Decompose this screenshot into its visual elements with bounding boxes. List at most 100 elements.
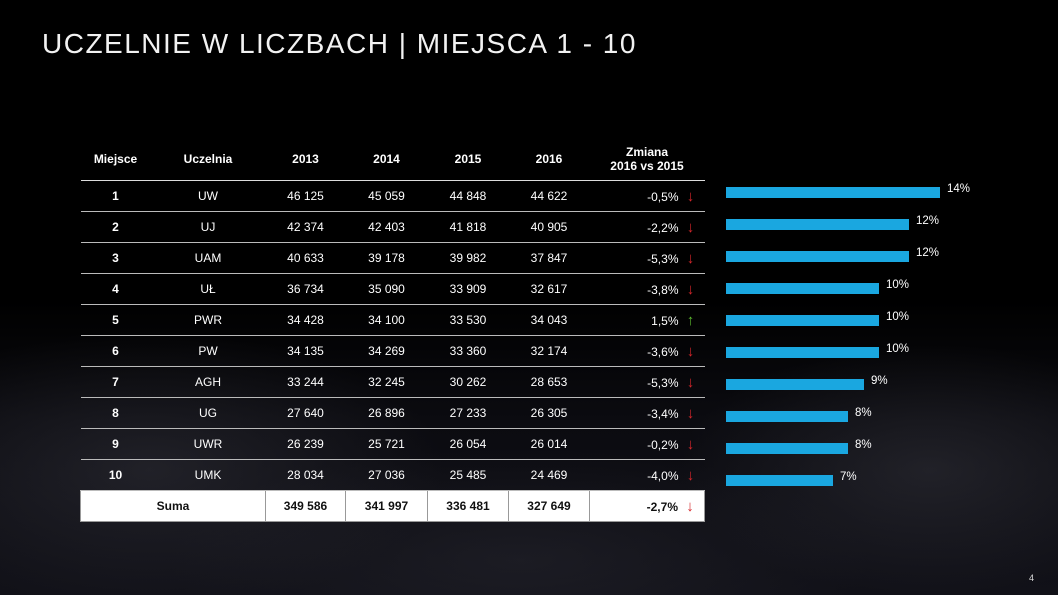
rank-cell: 1 xyxy=(80,180,151,212)
bar-pwr xyxy=(726,315,879,326)
change-value: -4,0% xyxy=(647,468,679,483)
arrow-down-icon: ↓ xyxy=(686,187,695,205)
arrow-down-icon: ↓ xyxy=(686,218,695,236)
rank-cell: 10 xyxy=(80,459,151,491)
value-2016-cell: 26 305 xyxy=(508,397,590,429)
sum-change-cell: -2,7% ↓ xyxy=(589,490,705,522)
bar-row: 10% xyxy=(726,338,1026,370)
value-2015-cell: 44 848 xyxy=(427,180,509,212)
arrow-down-icon: ↓ xyxy=(686,404,695,422)
university-cell: AGH xyxy=(150,366,266,398)
change-cell: -5,3% ↓ xyxy=(589,242,705,274)
value-2013-cell: 26 239 xyxy=(265,428,346,460)
bar-data-label: 9% xyxy=(871,375,888,387)
value-2014-cell: 34 269 xyxy=(345,335,428,367)
sum-2013-cell: 349 586 xyxy=(265,490,346,522)
rank-cell: 2 xyxy=(80,211,151,243)
university-cell: UMK xyxy=(150,459,266,491)
university-cell: PWR xyxy=(150,304,266,336)
bar-uam xyxy=(726,251,909,262)
bar-data-label: 10% xyxy=(886,343,910,355)
bar-uj xyxy=(726,219,909,230)
bar-row: 12% xyxy=(726,242,1026,274)
table-row: 9 UWR 26 239 25 721 26 054 26 014 -0,2% ↓ xyxy=(80,428,705,460)
bar-row: 8% xyxy=(726,402,1026,434)
table-row: 6 PW 34 135 34 269 33 360 32 174 -3,6% ↓ xyxy=(80,335,705,367)
change-cell: -3,6% ↓ xyxy=(589,335,705,367)
arrow-up-icon: ↑ xyxy=(686,311,695,329)
bar-row: 14% xyxy=(726,178,1026,210)
value-2016-cell: 44 622 xyxy=(508,180,590,212)
change-value: -2,2% xyxy=(647,220,679,235)
header-change-line2: 2016 vs 2015 xyxy=(610,159,684,173)
university-cell: UG xyxy=(150,397,266,429)
table-row: 10 UMK 28 034 27 036 25 485 24 469 -4,0% ↓ xyxy=(80,459,705,491)
value-2013-cell: 40 633 xyxy=(265,242,346,274)
header-2013: 2013 xyxy=(265,138,346,181)
value-2016-cell: 26 014 xyxy=(508,428,590,460)
bar-row: 7% xyxy=(726,466,1026,498)
bar-data-label: 10% xyxy=(886,311,910,323)
value-2013-cell: 27 640 xyxy=(265,397,346,429)
rank-cell: 9 xyxy=(80,428,151,460)
value-2016-cell: 28 653 xyxy=(508,366,590,398)
rank-cell: 7 xyxy=(80,366,151,398)
change-value: 1,5% xyxy=(651,313,679,328)
bar-row: 10% xyxy=(726,274,1026,306)
change-value: -0,5% xyxy=(647,189,679,204)
value-2015-cell: 39 982 xyxy=(427,242,509,274)
page-title: UCZELNIE W LICZBACH | MIEJSCA 1 - 10 xyxy=(42,28,637,59)
value-2013-cell: 42 374 xyxy=(265,211,346,243)
value-2015-cell: 33 360 xyxy=(427,335,509,367)
table-row: 1 UW 46 125 45 059 44 848 44 622 -0,5% ↓ xyxy=(80,180,705,212)
arrow-down-icon: ↓ xyxy=(686,373,695,391)
value-2013-cell: 28 034 xyxy=(265,459,346,491)
sum-2014-cell: 341 997 xyxy=(345,490,428,522)
value-2015-cell: 27 233 xyxy=(427,397,509,429)
value-2015-cell: 25 485 xyxy=(427,459,509,491)
bar-uw xyxy=(726,187,940,198)
bar-uwr xyxy=(726,443,848,454)
header-rank: Miejsce xyxy=(80,138,151,181)
bar-ug xyxy=(726,411,848,422)
table-row: 4 UŁ 36 734 35 090 33 909 32 617 -3,8% ↓ xyxy=(80,273,705,305)
change-cell: -0,2% ↓ xyxy=(589,428,705,460)
change-cell: -5,3% ↓ xyxy=(589,366,705,398)
bar-umk xyxy=(726,475,833,486)
value-2016-cell: 32 617 xyxy=(508,273,590,305)
bar-data-label: 12% xyxy=(916,215,940,227)
value-2015-cell: 41 818 xyxy=(427,211,509,243)
bar-data-label: 7% xyxy=(840,471,857,483)
bar-data-label: 8% xyxy=(855,407,872,419)
university-cell: UWR xyxy=(150,428,266,460)
value-2015-cell: 26 054 xyxy=(427,428,509,460)
change-cell: -2,2% ↓ xyxy=(589,211,705,243)
arrow-down-icon: ↓ xyxy=(686,466,695,484)
table-row: 2 UJ 42 374 42 403 41 818 40 905 -2,2% ↓ xyxy=(80,211,705,243)
arrow-down-icon: ↓ xyxy=(686,249,695,267)
value-2016-cell: 34 043 xyxy=(508,304,590,336)
university-cell: UŁ xyxy=(150,273,266,305)
rank-cell: 3 xyxy=(80,242,151,274)
bar-data-label: 12% xyxy=(916,247,940,259)
change-cell: -3,8% ↓ xyxy=(589,273,705,305)
value-2016-cell: 37 847 xyxy=(508,242,590,274)
arrow-down-icon: ↓ xyxy=(686,435,695,453)
change-value: -3,4% xyxy=(647,406,679,421)
change-value: -3,8% xyxy=(647,282,679,297)
university-cell: UAM xyxy=(150,242,266,274)
bar-row: 10% xyxy=(726,306,1026,338)
university-cell: UW xyxy=(150,180,266,212)
rank-cell: 4 xyxy=(80,273,151,305)
sum-2016-cell: 327 649 xyxy=(508,490,590,522)
change-cell: -0,5% ↓ xyxy=(589,180,705,212)
value-2014-cell: 39 178 xyxy=(345,242,428,274)
value-2014-cell: 34 100 xyxy=(345,304,428,336)
bar-uł xyxy=(726,283,879,294)
value-2013-cell: 46 125 xyxy=(265,180,346,212)
rank-cell: 6 xyxy=(80,335,151,367)
bar-row: 8% xyxy=(726,434,1026,466)
change-value: -0,2% xyxy=(647,437,679,452)
arrow-down-icon: ↓ xyxy=(686,497,694,515)
change-value: -5,3% xyxy=(647,375,679,390)
